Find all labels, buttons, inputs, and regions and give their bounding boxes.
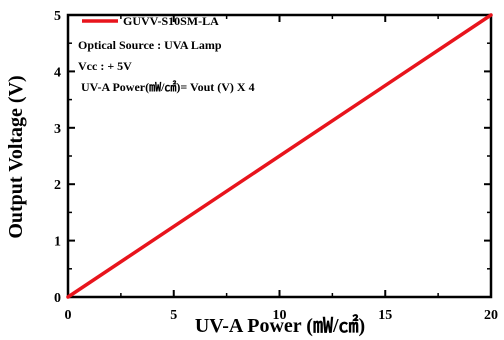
y-axis-label: Output Voltage (V)	[5, 75, 27, 238]
y-tick-label: 4	[54, 65, 61, 80]
x-axis-label: UV-A Power (㎽/㎠)	[195, 313, 365, 337]
y-tick-labels: 0 1 2 3 4 5	[54, 9, 61, 306]
legend-label: GUVV-S10SM-LA	[123, 14, 219, 28]
x-tick-labels: 0 5 10 15 20	[65, 308, 499, 323]
y-tick-label: 1	[54, 235, 61, 250]
y-tick-label: 0	[54, 291, 61, 306]
y-tick-label: 5	[54, 9, 61, 24]
y-tick-label: 3	[54, 122, 61, 137]
x-tick-label: 15	[378, 308, 392, 323]
y-tick-label: 2	[54, 178, 61, 193]
x-tick-label: 0	[65, 308, 72, 323]
annotation-formula: UV-A Power(㎽/㎠)= Vout (V) X 4	[81, 79, 255, 94]
x-tick-label: 5	[170, 308, 177, 323]
series-lines	[66, 13, 493, 299]
axis-ticks	[67, 14, 492, 298]
annotation-vcc: Vcc : + 5V	[78, 59, 132, 73]
x-tick-label: 20	[484, 308, 498, 323]
annotation-optical-source: Optical Source : UVA Lamp	[78, 38, 222, 52]
x-tick-label: 10	[273, 308, 287, 323]
series-line	[66, 13, 493, 299]
